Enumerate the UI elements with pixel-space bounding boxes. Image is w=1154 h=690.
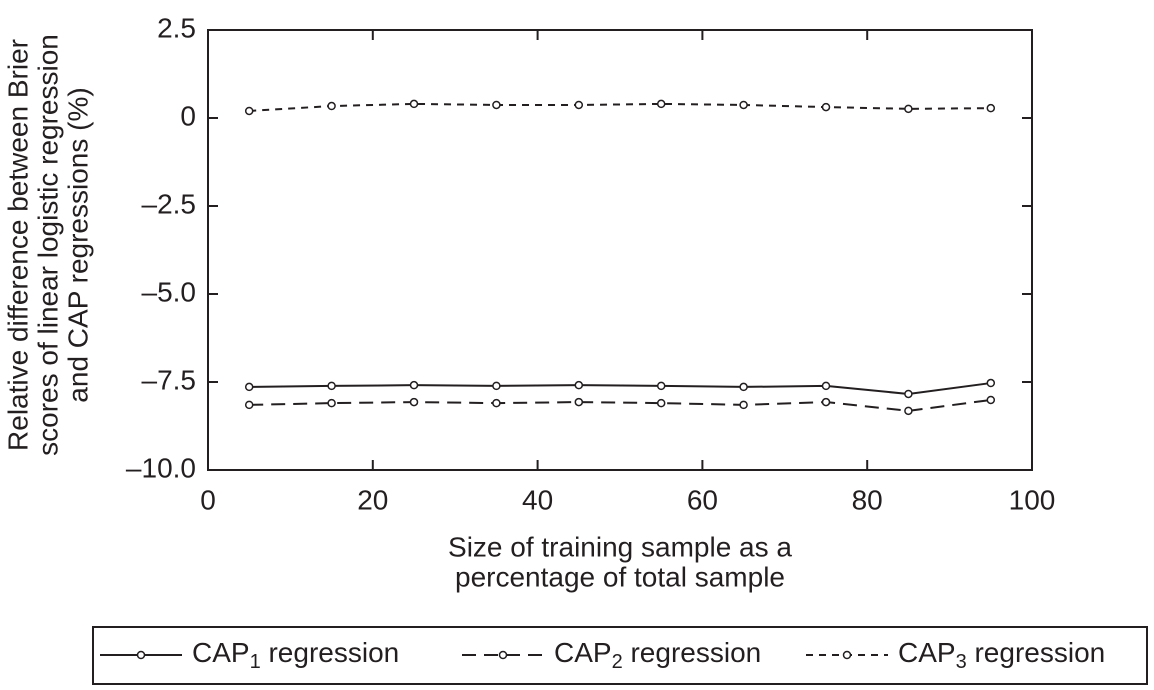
x-tick-label: 100 xyxy=(1009,484,1056,515)
legend-marker xyxy=(842,650,852,660)
x-tick-label: 80 xyxy=(852,484,883,515)
data-point xyxy=(904,389,913,399)
x-tick-label: 60 xyxy=(687,484,718,515)
legend-box xyxy=(92,626,1148,685)
legend-text: regression xyxy=(623,637,762,668)
data-point xyxy=(904,406,913,416)
data-point xyxy=(739,100,748,110)
legend-marker xyxy=(498,650,508,660)
data-point xyxy=(492,100,501,110)
legend-text: CAP xyxy=(898,637,956,668)
data-point xyxy=(574,380,584,390)
data-point xyxy=(821,381,831,391)
data-point xyxy=(492,381,501,391)
data-point xyxy=(409,397,419,407)
y-tick-label: 2.5 xyxy=(157,12,196,43)
data-point xyxy=(574,100,584,110)
legend-marker xyxy=(136,650,146,660)
series-line xyxy=(249,398,991,412)
data-point xyxy=(327,381,336,391)
data-point xyxy=(986,395,996,405)
x-tick-label: 20 xyxy=(357,484,388,515)
data-point xyxy=(492,398,501,408)
series-line xyxy=(249,382,991,395)
y-tick-label: 0 xyxy=(180,100,196,131)
data-point xyxy=(244,106,254,116)
x-tick-label: 0 xyxy=(200,484,216,515)
legend-text: regression xyxy=(967,637,1106,668)
legend-label: CAP1 regression xyxy=(192,637,399,673)
y-axis-label: Relative difference between Brier xyxy=(2,39,33,451)
data-point xyxy=(656,381,666,391)
data-point xyxy=(821,397,831,407)
data-point xyxy=(739,400,748,410)
legend-text: CAP xyxy=(554,637,612,668)
data-point xyxy=(904,104,913,114)
plot-frame xyxy=(207,29,1033,471)
data-point xyxy=(327,101,336,111)
y-axis-label: scores of linear logistic regression xyxy=(32,34,63,456)
y-axis-label: and CAP regressions (%) xyxy=(62,87,93,402)
data-point xyxy=(656,398,666,408)
data-point xyxy=(574,397,584,407)
data-point xyxy=(986,378,996,388)
y-tick-label: –10.0 xyxy=(126,452,196,483)
x-tick-label: 40 xyxy=(522,484,553,515)
y-tick-label: –5.0 xyxy=(142,276,197,307)
data-point xyxy=(409,380,419,390)
x-axis-label: percentage of total sample xyxy=(455,561,785,592)
y-tick-label: –2.5 xyxy=(142,188,197,219)
y-tick-label: –7.5 xyxy=(142,364,197,395)
legend-text: regression xyxy=(261,637,400,668)
data-point xyxy=(656,99,666,109)
legend-text: 3 xyxy=(956,651,967,673)
series-line xyxy=(249,102,991,112)
data-point xyxy=(986,103,996,113)
legend-text: CAP xyxy=(192,637,250,668)
data-point xyxy=(327,398,336,408)
data-point xyxy=(739,382,748,392)
data-point xyxy=(409,99,419,109)
data-point xyxy=(244,400,254,410)
data-point xyxy=(821,102,831,112)
legend-label: CAP3 regression xyxy=(898,637,1105,673)
legend-text: 1 xyxy=(250,651,261,673)
x-axis-label: Size of training sample as a xyxy=(448,531,792,562)
legend-label: CAP2 regression xyxy=(554,637,761,673)
legend-text: 2 xyxy=(612,651,623,673)
data-point xyxy=(244,382,254,392)
